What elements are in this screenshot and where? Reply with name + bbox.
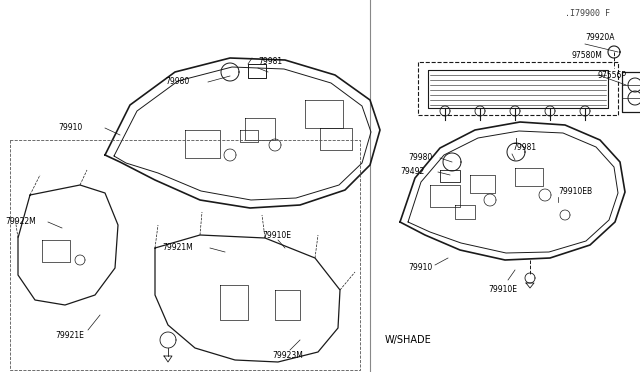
Text: 97556P: 97556P [598,71,627,80]
Text: 79981: 79981 [258,58,282,67]
Text: W/SHADE: W/SHADE [385,335,432,345]
Text: 79922M: 79922M [5,218,36,227]
Text: 79910E: 79910E [262,231,291,240]
Text: 79980: 79980 [165,77,189,87]
Text: 79980: 79980 [408,154,432,163]
Text: 79921M: 79921M [162,244,193,253]
Text: 79923M: 79923M [272,350,303,359]
Text: 79910EB: 79910EB [558,187,592,196]
Text: 79910: 79910 [408,263,432,273]
Text: 79981: 79981 [512,144,536,153]
Text: 79910: 79910 [58,124,83,132]
Text: 79921E: 79921E [55,330,84,340]
Text: 97580M: 97580M [572,51,603,60]
Text: 79910E: 79910E [488,285,517,295]
Text: .I79900 F: .I79900 F [565,9,610,18]
Text: 79920A: 79920A [585,33,614,42]
Text: 79492: 79492 [400,167,424,176]
